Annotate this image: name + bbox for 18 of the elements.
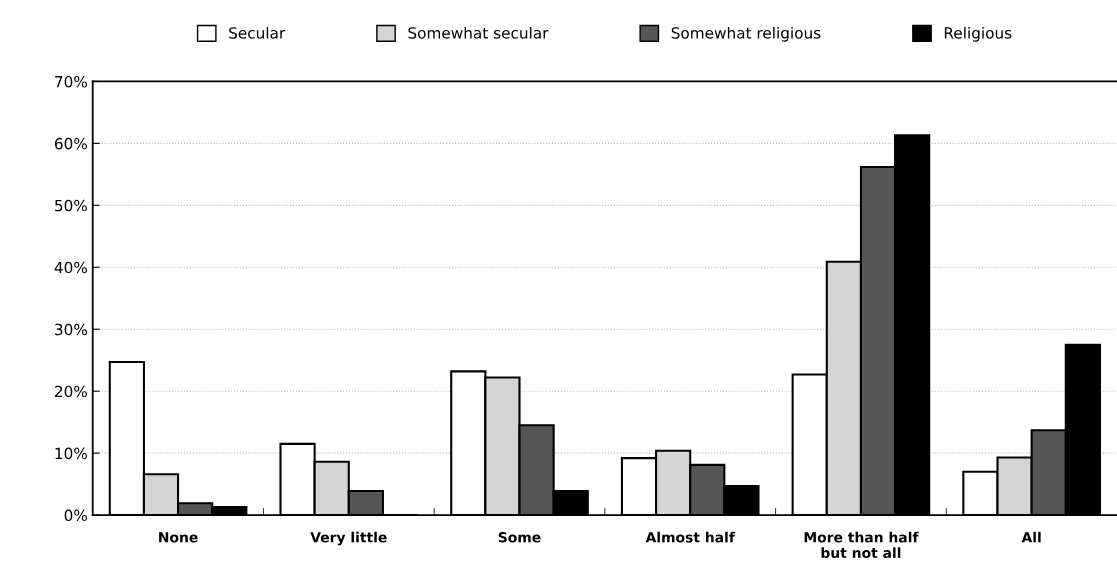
y-tick-label: 0% xyxy=(64,509,88,522)
x-tick-label: Almost half xyxy=(645,531,735,543)
legend-label: Religious xyxy=(944,26,1012,42)
y-tick-label: 70% xyxy=(55,75,88,88)
y-tick-label: 30% xyxy=(55,323,88,336)
x-tick-label: None xyxy=(159,532,198,543)
y-tick-label: 60% xyxy=(54,137,88,150)
y-tick-label: 40% xyxy=(54,261,88,274)
legend-label: Somewhat secular xyxy=(408,26,549,39)
x-tick-label: More than half but not all xyxy=(804,531,919,559)
y-tick-label: 10% xyxy=(55,447,88,460)
x-tick-label: Very little xyxy=(310,531,387,546)
y-tick-label: 20% xyxy=(55,385,88,398)
y-tick-label: 50% xyxy=(55,199,88,212)
x-tick-label: All xyxy=(1021,531,1041,543)
legend-label: Somewhat religious xyxy=(671,26,821,42)
legend-label: Secular xyxy=(229,26,286,39)
x-tick-label: Some xyxy=(498,532,541,543)
